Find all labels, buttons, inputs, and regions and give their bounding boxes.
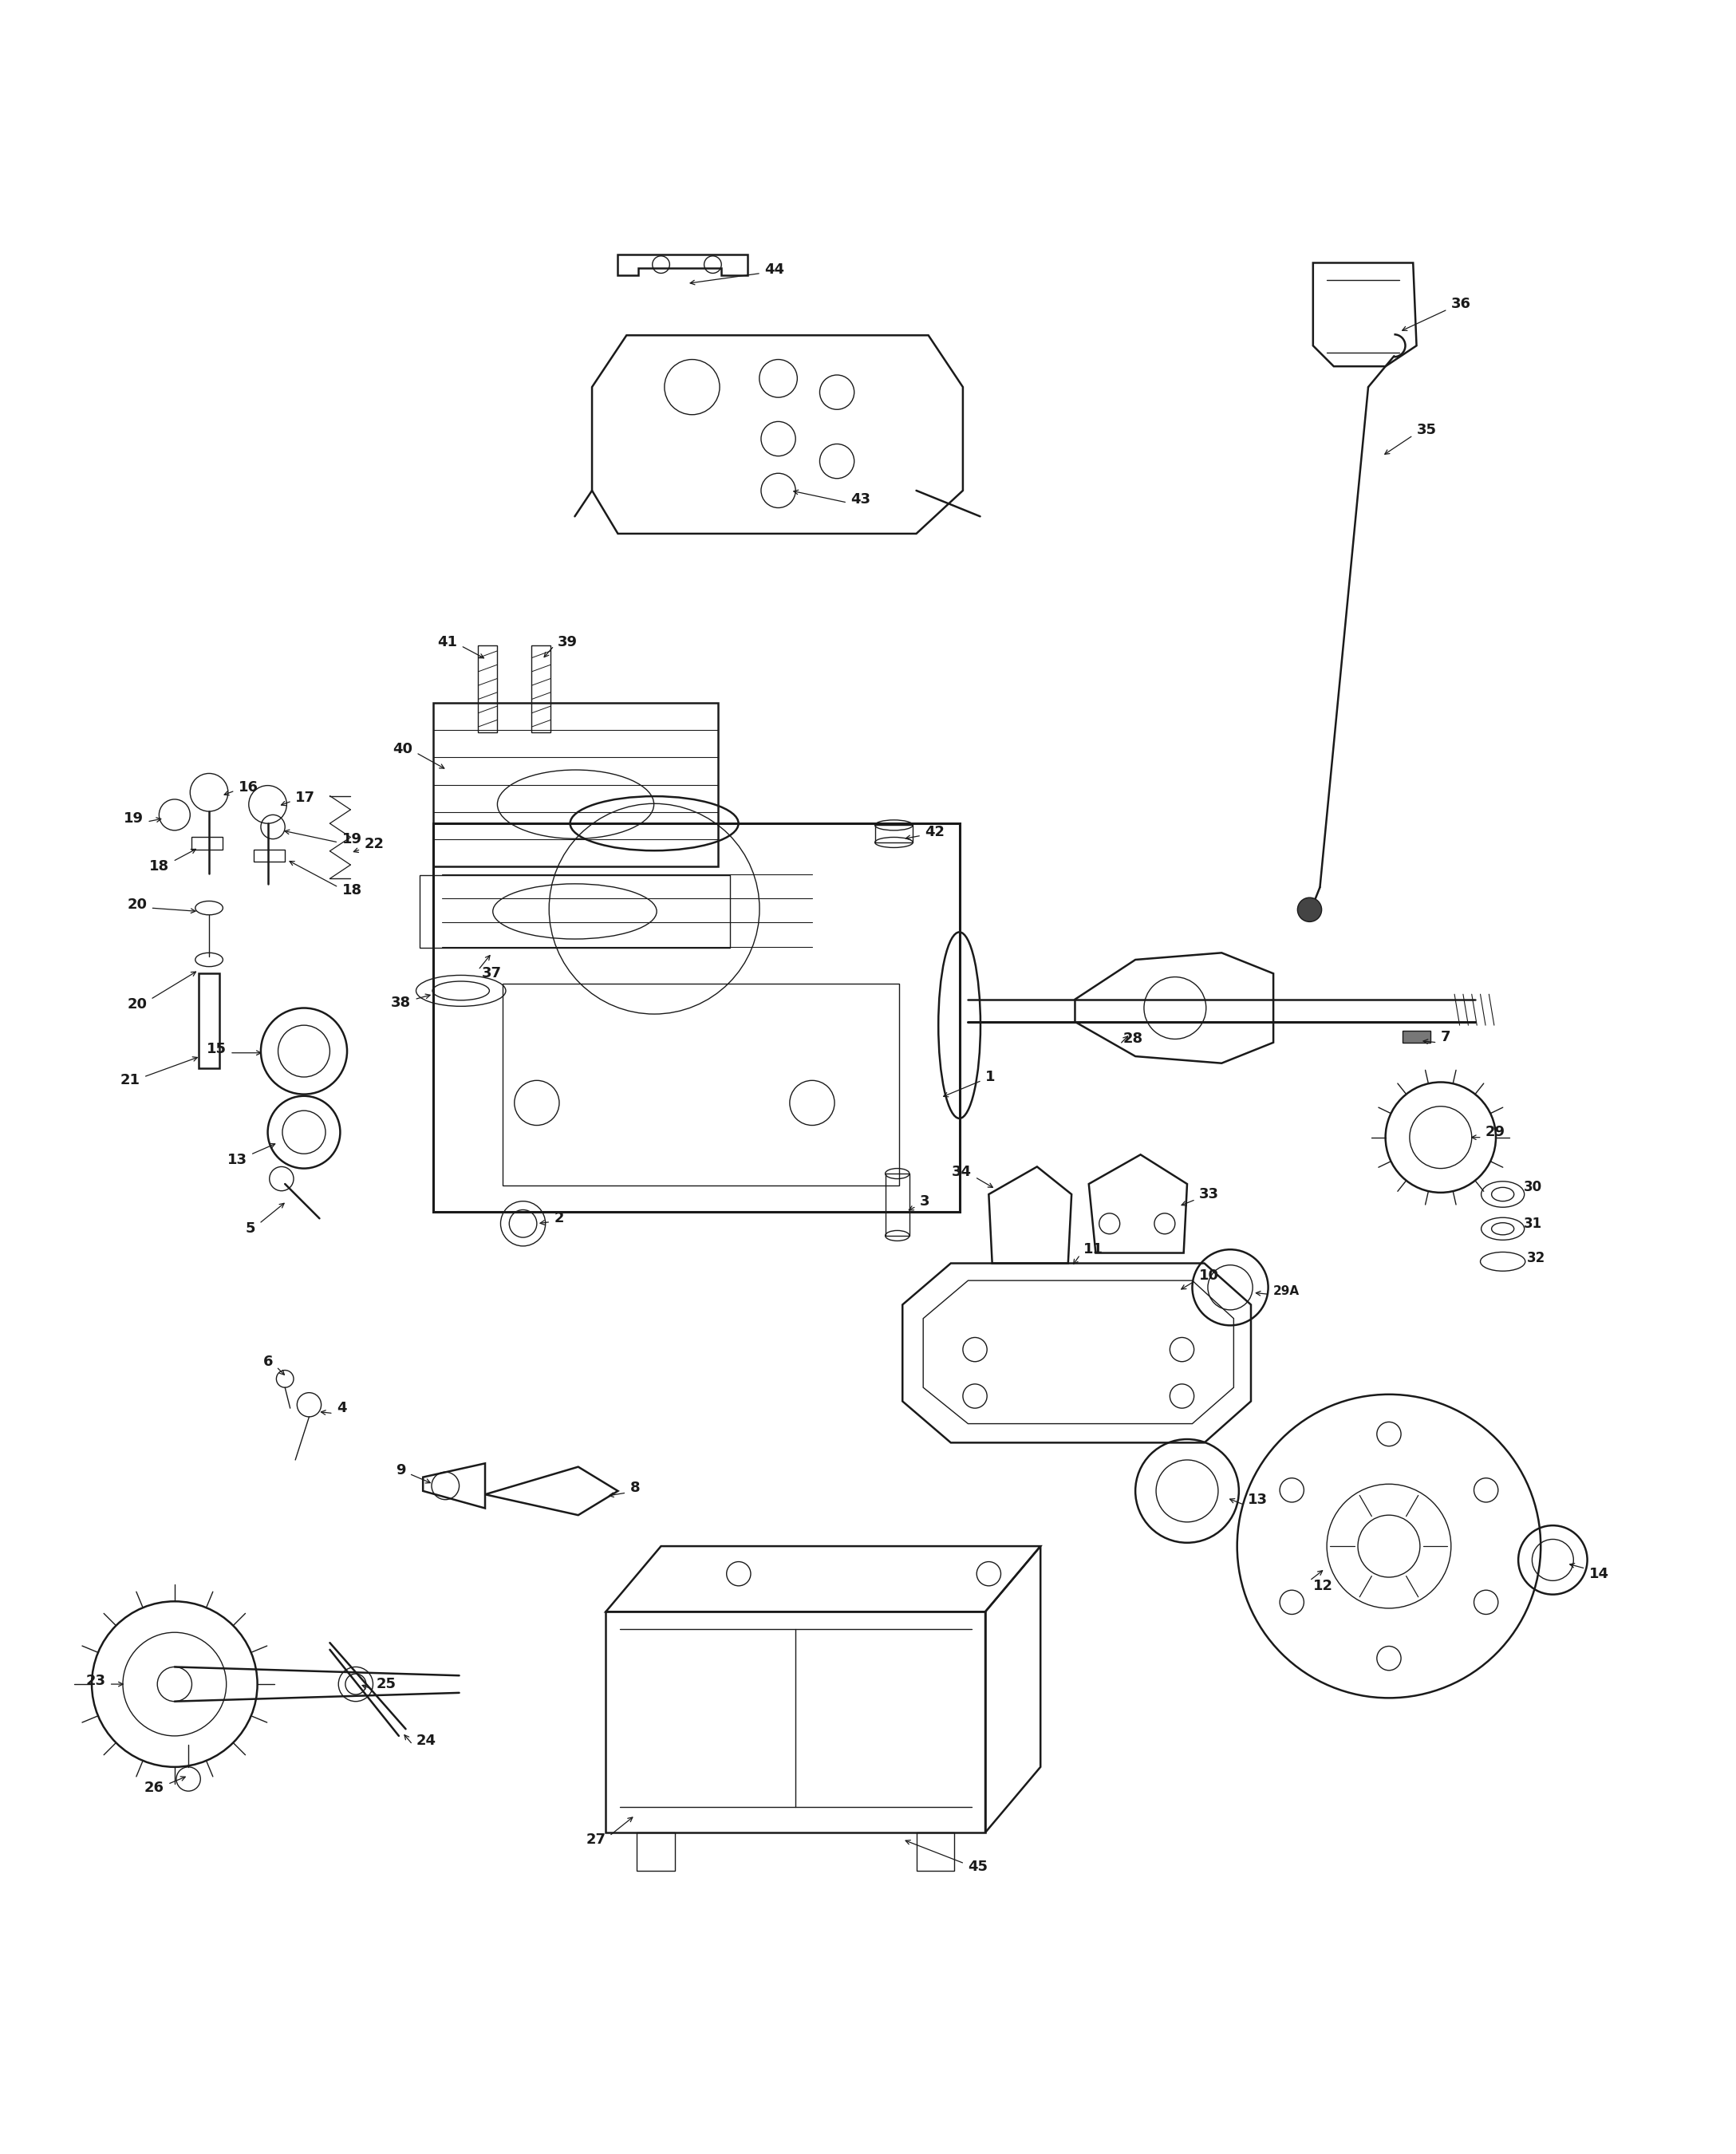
Bar xyxy=(434,702,719,866)
Text: 12: 12 xyxy=(1312,1579,1333,1594)
Text: 21: 21 xyxy=(120,1073,141,1088)
Bar xyxy=(885,1174,910,1236)
Text: 20: 20 xyxy=(127,898,148,911)
Text: 32: 32 xyxy=(1528,1251,1545,1264)
Text: 7: 7 xyxy=(1441,1030,1451,1045)
Text: 2: 2 xyxy=(554,1211,564,1226)
Text: 37: 37 xyxy=(481,967,502,980)
Text: 36: 36 xyxy=(1451,297,1470,312)
Text: 34: 34 xyxy=(951,1165,972,1178)
Text: 44: 44 xyxy=(764,263,785,278)
Text: 31: 31 xyxy=(1524,1217,1542,1230)
Text: 45: 45 xyxy=(969,1859,988,1874)
Text: 22: 22 xyxy=(365,838,384,851)
Text: 15: 15 xyxy=(207,1043,226,1058)
Text: 20: 20 xyxy=(127,997,148,1012)
Text: 27: 27 xyxy=(585,1833,606,1846)
Bar xyxy=(1403,1030,1430,1043)
Text: 40: 40 xyxy=(392,743,413,756)
Bar xyxy=(531,646,550,732)
Text: 17: 17 xyxy=(295,791,316,806)
Text: 28: 28 xyxy=(1123,1032,1144,1047)
Text: 9: 9 xyxy=(396,1463,406,1478)
Bar xyxy=(477,646,496,732)
Bar xyxy=(637,1833,675,1870)
Text: 35: 35 xyxy=(1417,422,1436,437)
Text: 25: 25 xyxy=(377,1678,396,1691)
Text: 41: 41 xyxy=(437,635,458,651)
Bar xyxy=(434,823,960,1211)
Text: 13: 13 xyxy=(1248,1493,1267,1508)
Text: 18: 18 xyxy=(149,859,170,875)
Circle shape xyxy=(1297,898,1321,922)
Bar xyxy=(917,1833,955,1870)
Text: 13: 13 xyxy=(227,1152,247,1167)
Text: 26: 26 xyxy=(144,1781,165,1794)
Text: 42: 42 xyxy=(925,825,944,840)
Bar xyxy=(502,984,899,1185)
Text: 24: 24 xyxy=(417,1734,436,1749)
Bar xyxy=(875,825,913,842)
Bar xyxy=(253,849,285,862)
Text: 10: 10 xyxy=(1200,1269,1219,1282)
Text: 39: 39 xyxy=(557,635,578,651)
Text: 16: 16 xyxy=(238,780,259,795)
Text: 5: 5 xyxy=(247,1221,255,1236)
Text: 19: 19 xyxy=(123,812,144,825)
Text: 11: 11 xyxy=(1083,1243,1104,1256)
Text: 38: 38 xyxy=(391,995,411,1010)
Text: 33: 33 xyxy=(1200,1187,1219,1202)
Text: 18: 18 xyxy=(342,883,361,898)
Text: 43: 43 xyxy=(851,491,871,506)
Text: 30: 30 xyxy=(1524,1180,1542,1195)
Text: 29A: 29A xyxy=(1274,1286,1300,1297)
Text: 3: 3 xyxy=(920,1193,930,1208)
Text: 23: 23 xyxy=(85,1674,106,1689)
Bar xyxy=(198,974,219,1068)
Bar xyxy=(420,875,731,948)
Text: 1: 1 xyxy=(986,1071,995,1083)
Bar xyxy=(606,1611,986,1833)
Text: 19: 19 xyxy=(342,831,361,847)
Text: 14: 14 xyxy=(1588,1566,1609,1581)
Text: 4: 4 xyxy=(337,1400,347,1415)
Text: 29: 29 xyxy=(1486,1124,1505,1139)
Bar xyxy=(193,838,222,849)
Text: 6: 6 xyxy=(262,1355,273,1368)
Text: 8: 8 xyxy=(630,1480,641,1495)
